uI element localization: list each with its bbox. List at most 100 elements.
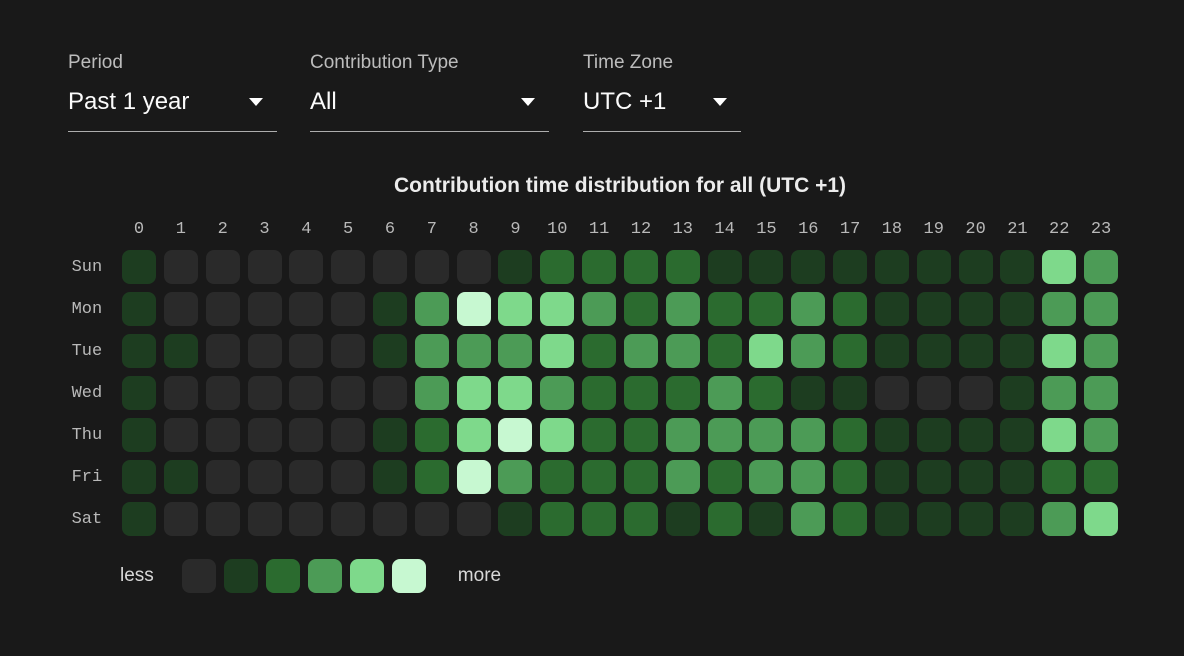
contribution-type-label: Contribution Type: [310, 52, 459, 73]
heatmap-cell: [958, 250, 993, 284]
time-zone-label: Time Zone: [583, 52, 674, 73]
heatmap-cell: [874, 376, 909, 410]
legend-swatch-level-2: [265, 559, 300, 593]
heatmap-cell: [414, 250, 449, 284]
heatmap-row-sat: Sat: [68, 502, 1119, 536]
heatmap-cell: [1042, 418, 1077, 452]
legend-swatch-level-3: [307, 559, 342, 593]
hour-label: 7: [426, 219, 437, 239]
hour-label: 6: [384, 219, 396, 239]
heatmap-cell: [874, 292, 909, 326]
heatmap-cell: [833, 292, 868, 326]
heatmap-cell: [623, 292, 658, 326]
heatmap-cell: [749, 502, 784, 536]
heatmap-cell: [623, 418, 658, 452]
heatmap-cell: [707, 376, 742, 410]
heatmap-cell: [958, 334, 993, 368]
hour-label: 2: [217, 219, 228, 239]
heatmap-cell: [874, 250, 909, 284]
heatmap-cell: [498, 502, 533, 536]
heatmap-cell: [289, 292, 324, 326]
day-label: Fri: [71, 467, 103, 487]
day-label: Wed: [71, 383, 103, 403]
heatmap-cell: [456, 376, 491, 410]
heatmap-cell: [247, 292, 282, 326]
heatmap-cell: [833, 460, 868, 494]
hour-label: 12: [630, 219, 652, 239]
heatmap-row-mon: Mon: [68, 292, 1119, 326]
heatmap-cell: [414, 460, 449, 494]
heatmap-cell: [874, 418, 909, 452]
heatmap-cell: [665, 418, 700, 452]
period-label: Period: [68, 52, 123, 73]
heatmap-cell: [623, 460, 658, 494]
heatmap-cell: [623, 250, 658, 284]
hour-label: 15: [756, 219, 777, 239]
day-label: Tue: [71, 341, 103, 361]
day-label: Thu: [71, 425, 103, 445]
heatmap-cell: [163, 418, 198, 452]
heatmap-cell: [163, 292, 198, 326]
heatmap-cell: [1084, 376, 1119, 410]
heatmap-cell: [749, 460, 784, 494]
heatmap-cell: [1042, 460, 1077, 494]
hour-label: 17: [839, 219, 861, 239]
heatmap-cell: [582, 502, 617, 536]
day-label: Mon: [71, 299, 103, 319]
chevron-down-icon: [249, 98, 263, 106]
heatmap-cell: [414, 334, 449, 368]
heatmap-cell: [205, 376, 240, 410]
heatmap-cell: [372, 418, 407, 452]
hour-label: 23: [1090, 219, 1112, 239]
heatmap-row-sun: Sun: [68, 250, 1119, 284]
heatmap-cell: [498, 292, 533, 326]
heatmap-row-thu: Thu: [68, 418, 1119, 452]
heatmap-cell: [749, 334, 784, 368]
heatmap-cell: [1084, 250, 1119, 284]
heatmap-cell: [833, 376, 868, 410]
heatmap-cell: [1042, 376, 1077, 410]
heatmap-cell: [916, 418, 951, 452]
time-zone-dropdown[interactable]: UTC +1: [583, 88, 741, 132]
heatmap-cell: [331, 460, 366, 494]
heatmap-cell: [1084, 418, 1119, 452]
time-zone-value: UTC +1: [583, 88, 667, 115]
heatmap-cell: [247, 250, 282, 284]
heatmap-cell: [582, 250, 617, 284]
heatmap-cell: [791, 292, 826, 326]
heatmap-cell: [414, 376, 449, 410]
contribution-heatmap: 0 1 2 3 4 5 6 7 8 9 10 11 12 13 14 15 16 17 18 19 20 21 22 23 Su…: [68, 216, 1119, 544]
legend-swatch-level-1: [223, 559, 258, 593]
heatmap-cell: [540, 418, 575, 452]
heatmap-cell: [331, 334, 366, 368]
heatmap-cell: [665, 250, 700, 284]
heatmap-cell: [289, 502, 324, 536]
heatmap-row-fri: Fri: [68, 460, 1119, 494]
period-dropdown[interactable]: Past 1 year: [68, 88, 277, 132]
heatmap-cell: [791, 250, 826, 284]
heatmap-cell: [540, 292, 575, 326]
heatmap-cell: [289, 460, 324, 494]
heatmap-cell: [916, 250, 951, 284]
heatmap-cell: [1000, 292, 1035, 326]
heatmap-cell: [623, 502, 658, 536]
heatmap-cell: [582, 460, 617, 494]
heatmap-cell: [247, 376, 282, 410]
chevron-down-icon: [713, 98, 727, 106]
heatmap-cell: [1000, 250, 1035, 284]
heatmap-cell: [1084, 460, 1119, 494]
heatmap-cell: [707, 292, 742, 326]
heatmap-cell: [122, 418, 157, 452]
heatmap-row-tue: Tue: [68, 334, 1119, 368]
hour-label: 10: [547, 219, 568, 239]
heatmap-cell: [749, 376, 784, 410]
heatmap-cell: [623, 376, 658, 410]
heatmap-cell: [205, 460, 240, 494]
chevron-down-icon: [521, 98, 535, 106]
heatmap-cell: [665, 502, 700, 536]
heatmap-cell: [707, 250, 742, 284]
contribution-type-dropdown[interactable]: All: [310, 88, 549, 132]
chart-title: Contribution time distribution for all (…: [393, 174, 847, 197]
heatmap-cell: [289, 376, 324, 410]
heatmap-cell: [958, 460, 993, 494]
